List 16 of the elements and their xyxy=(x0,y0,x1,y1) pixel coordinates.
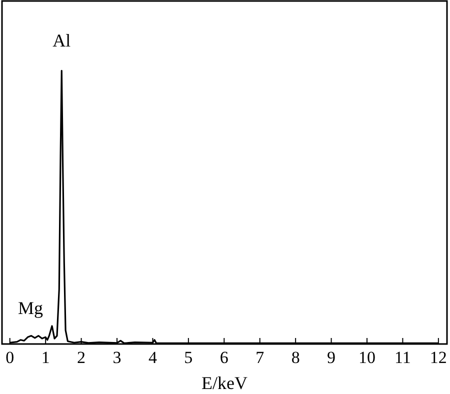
x-tick-label: 5 xyxy=(184,348,193,367)
x-tick-label: 11 xyxy=(394,348,411,367)
x-tick-label: 1 xyxy=(41,348,50,367)
x-tick-label: 6 xyxy=(220,348,228,367)
x-tick-label: 4 xyxy=(148,348,158,367)
x-tick-label: 12 xyxy=(430,348,447,367)
x-axis-title: E/keV xyxy=(202,373,248,393)
x-tick-label: 9 xyxy=(327,348,336,367)
x-tick-label: 7 xyxy=(256,348,265,367)
x-tick-label: 8 xyxy=(291,348,300,367)
x-tick-label: 0 xyxy=(6,348,14,367)
annotation: Al xyxy=(52,30,71,51)
x-tick-label: 3 xyxy=(112,348,122,367)
annotation: Mg xyxy=(18,298,43,318)
x-tick-label: 2 xyxy=(77,348,86,367)
x-tick-label: 10 xyxy=(358,348,376,367)
